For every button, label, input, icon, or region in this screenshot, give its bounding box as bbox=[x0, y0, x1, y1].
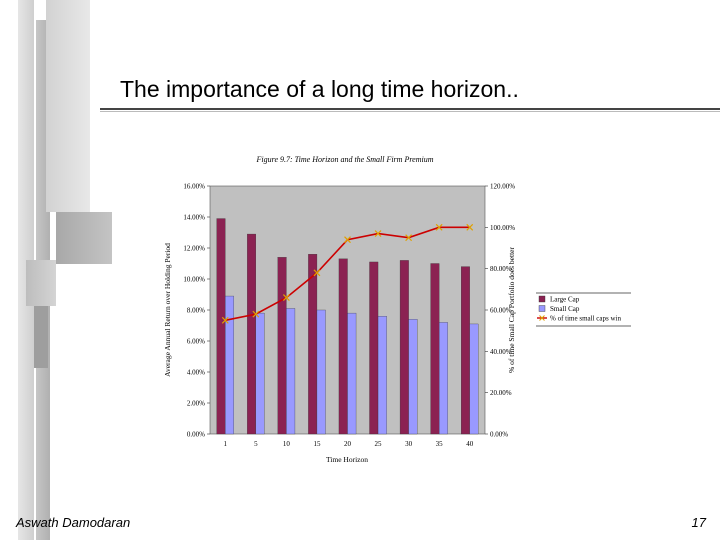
line-point-5 bbox=[252, 310, 260, 318]
y2-axis-ticks: 0.00% 20.00% 40.00% 60.00% 80.00% 100.00% 120.… bbox=[485, 183, 515, 439]
line-point-25 bbox=[374, 230, 382, 237]
bar-large-cap-25 bbox=[369, 261, 379, 435]
line-group bbox=[221, 223, 474, 324]
legend-label: % of time small caps win bbox=[550, 315, 621, 323]
y-tick-label: 0.00% bbox=[187, 431, 205, 439]
bar-large-cap-1 bbox=[216, 218, 226, 435]
y2-tick-label: 100.00% bbox=[490, 224, 515, 232]
y2-axis-title: % of time Small Cap Portfolio does bette… bbox=[507, 246, 516, 373]
line-point-15 bbox=[313, 269, 321, 277]
bar-large-cap-5 bbox=[247, 233, 256, 435]
y-tick-label: 2.00% bbox=[187, 400, 205, 408]
x-tick-label: 35 bbox=[436, 440, 444, 448]
line-point-35 bbox=[435, 223, 443, 231]
x-tick-label: 5 bbox=[254, 440, 258, 448]
bar-small-cap-20 bbox=[347, 312, 357, 435]
page-number: 17 bbox=[691, 515, 706, 530]
y2-tick-label: 60.00% bbox=[490, 307, 512, 315]
x-tick-label: 15 bbox=[313, 440, 321, 448]
x-axis-ticks: 1 5 10 15 20 25 30 35 40 bbox=[224, 440, 474, 448]
y2-tick-label: 20.00% bbox=[490, 389, 512, 397]
x-tick-label: 20 bbox=[344, 440, 352, 448]
x-tick-label: 10 bbox=[283, 440, 291, 448]
chart: Figure 9.7: Time Horizon and the Small F… bbox=[163, 155, 631, 464]
bar-large-cap-30 bbox=[399, 260, 409, 435]
legend-swatch bbox=[538, 305, 546, 312]
legend-label: Large Cap bbox=[550, 296, 580, 304]
title-divider bbox=[100, 108, 720, 110]
y-tick-label: 16.00% bbox=[183, 183, 205, 191]
line-point-30 bbox=[405, 234, 413, 242]
bar-small-cap-15 bbox=[316, 309, 326, 435]
slide-title: The importance of a long time horizon.. bbox=[120, 76, 519, 102]
decor-bar-4 bbox=[56, 212, 112, 264]
x-tick-label: 30 bbox=[405, 440, 413, 448]
x-tick-label: 1 bbox=[224, 440, 228, 448]
x-axis-title: Time Horizon bbox=[326, 455, 368, 464]
footer-author: Aswath Damodaran bbox=[16, 515, 131, 530]
y-tick-label: 8.00% bbox=[187, 307, 205, 315]
y-axis-ticks: 0.00% 2.00% 4.00% 6.00% 8.00% 10.00% 12.00% 14.… bbox=[183, 183, 210, 439]
line-point-40 bbox=[466, 223, 474, 231]
y2-tick-label: 120.00% bbox=[490, 183, 515, 191]
chart-title: Figure 9.7: Time Horizon and the Small F… bbox=[256, 155, 434, 164]
decor-bar-6 bbox=[34, 306, 48, 368]
y2-tick-label: 40.00% bbox=[490, 348, 512, 356]
bar-large-cap-15 bbox=[308, 254, 318, 435]
y-tick-label: 12.00% bbox=[183, 245, 205, 253]
bar-large-cap-35 bbox=[430, 263, 440, 435]
decor-bar-5 bbox=[26, 260, 56, 306]
legend-marker bbox=[539, 315, 545, 321]
y2-tick-label: 80.00% bbox=[490, 265, 512, 273]
bar-small-cap-35 bbox=[439, 322, 448, 435]
legend-label: Small Cap bbox=[550, 305, 580, 313]
bar-small-cap-30 bbox=[408, 319, 418, 435]
legend-swatch bbox=[538, 295, 546, 303]
bar-small-cap-40 bbox=[469, 323, 479, 435]
decor-bar-3 bbox=[46, 0, 90, 212]
title-divider-shadow bbox=[100, 111, 720, 112]
bars-group bbox=[216, 218, 479, 435]
bar-small-cap-25 bbox=[377, 316, 387, 435]
line-point-10 bbox=[282, 294, 290, 302]
x-tick-label: 40 bbox=[466, 440, 474, 448]
line-point-1 bbox=[221, 316, 229, 324]
y-tick-label: 6.00% bbox=[187, 338, 205, 346]
bar-small-cap-1 bbox=[225, 295, 234, 435]
bar-large-cap-10 bbox=[277, 257, 287, 435]
bar-small-cap-10 bbox=[286, 308, 296, 435]
y-tick-label: 10.00% bbox=[183, 276, 205, 284]
x-tick-label: 25 bbox=[375, 440, 383, 448]
line-point-20 bbox=[344, 236, 351, 244]
bar-large-cap-20 bbox=[338, 258, 348, 435]
y-axis-title: Average Annual Return over Holding Perio… bbox=[163, 243, 172, 377]
y-tick-label: 14.00% bbox=[183, 214, 205, 222]
bar-large-cap-40 bbox=[461, 266, 470, 435]
y-tick-label: 4.00% bbox=[187, 369, 205, 377]
bar-small-cap-5 bbox=[255, 312, 265, 435]
y2-tick-label: 0.00% bbox=[490, 431, 508, 439]
